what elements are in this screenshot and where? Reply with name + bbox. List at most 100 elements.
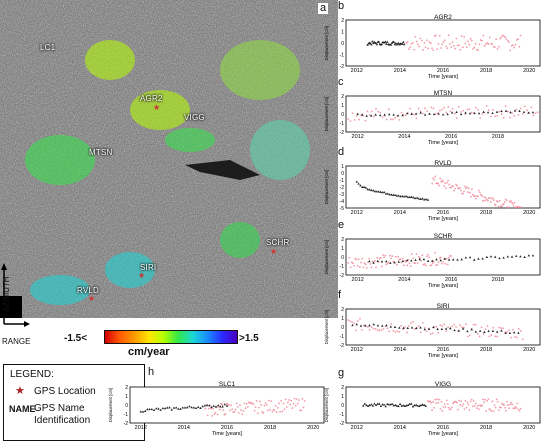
gps-point bbox=[389, 261, 392, 264]
insar-point bbox=[493, 203, 496, 206]
insar-point bbox=[353, 264, 356, 267]
gps-point bbox=[384, 192, 388, 195]
insar-point bbox=[474, 402, 477, 405]
insar-point bbox=[443, 323, 446, 326]
gps-point bbox=[491, 329, 495, 332]
gps-point bbox=[374, 41, 378, 45]
y-axis-label: Displacement [cm] bbox=[324, 310, 329, 344]
insar-point bbox=[492, 410, 495, 412]
gps-point bbox=[486, 111, 490, 114]
gps-point bbox=[199, 406, 202, 409]
gps-point bbox=[371, 404, 375, 407]
insar-point bbox=[236, 406, 239, 408]
gps-point bbox=[360, 113, 364, 116]
insar-point bbox=[442, 260, 444, 263]
insar-point bbox=[433, 406, 436, 409]
insar-point bbox=[504, 406, 506, 409]
insar-point bbox=[355, 258, 358, 261]
x-tick-label: 2018 bbox=[480, 68, 492, 74]
gps-point bbox=[468, 112, 472, 115]
gps-point bbox=[410, 402, 413, 405]
insar-point bbox=[497, 205, 500, 208]
insar-point bbox=[412, 257, 414, 260]
insar-point bbox=[358, 118, 360, 121]
insar-point bbox=[384, 254, 387, 257]
insar-point bbox=[451, 107, 454, 110]
plot-frame bbox=[345, 238, 541, 276]
gps-point bbox=[365, 403, 368, 407]
x-tick-label: 2014 bbox=[394, 425, 406, 431]
insar-point bbox=[437, 401, 440, 404]
gps-point bbox=[141, 410, 145, 413]
insar-point bbox=[470, 195, 472, 198]
gps-point bbox=[148, 407, 151, 411]
insar-point bbox=[436, 48, 439, 51]
insar-point bbox=[478, 43, 481, 46]
x-tick-label: 2014 bbox=[394, 347, 406, 353]
gps-point bbox=[181, 406, 184, 409]
x-tick-label: 2014 bbox=[398, 277, 410, 283]
plot-title: MTSN bbox=[434, 90, 453, 97]
insar-point bbox=[286, 401, 289, 404]
insar-point bbox=[214, 411, 217, 414]
gps-point bbox=[225, 404, 229, 407]
gps-point bbox=[359, 324, 363, 327]
gps-point bbox=[404, 194, 408, 198]
gps-point bbox=[188, 405, 191, 408]
gps-point bbox=[390, 402, 394, 405]
insar-point bbox=[447, 406, 450, 409]
insar-point bbox=[387, 108, 390, 111]
y-tick-label: -1 bbox=[340, 121, 345, 127]
insar-point bbox=[509, 49, 512, 52]
insar-point bbox=[485, 43, 487, 45]
insar-point bbox=[511, 202, 514, 205]
insar-point bbox=[300, 409, 303, 412]
y-tick-label: 0 bbox=[125, 403, 128, 409]
gps-point bbox=[174, 406, 178, 409]
insar-point bbox=[500, 205, 503, 208]
insar-point bbox=[464, 42, 467, 45]
insar-point bbox=[284, 398, 287, 401]
insar-point bbox=[515, 407, 518, 409]
insar-point bbox=[518, 410, 521, 412]
insar-point bbox=[425, 39, 428, 42]
insar-point bbox=[221, 403, 224, 406]
insar-point bbox=[396, 330, 399, 332]
insar-point bbox=[489, 200, 492, 203]
gps-point bbox=[406, 195, 410, 198]
insar-point bbox=[386, 327, 389, 330]
insar-point bbox=[353, 322, 355, 325]
insar-point bbox=[465, 406, 468, 409]
gps-point bbox=[356, 112, 359, 115]
insar-point bbox=[370, 266, 373, 269]
gps-point bbox=[355, 322, 358, 326]
insar-point bbox=[423, 263, 426, 265]
insar-point bbox=[491, 400, 494, 403]
insar-point bbox=[481, 39, 483, 42]
insar-point bbox=[497, 45, 500, 48]
insar-point bbox=[417, 255, 420, 258]
insar-point bbox=[468, 43, 471, 46]
gps-point bbox=[368, 188, 371, 191]
insar-point bbox=[475, 197, 477, 200]
insar-point bbox=[426, 110, 428, 113]
y-tick-label: 0 bbox=[341, 403, 344, 409]
insar-point bbox=[466, 401, 469, 404]
gps-point bbox=[372, 261, 375, 264]
insar-point bbox=[378, 329, 381, 332]
timeseries-plot-rvld: RVLD 10-1-2-3-4-5 Displacement [cm] 2012 201… bbox=[324, 160, 541, 222]
insar-point bbox=[505, 38, 508, 40]
gps-point bbox=[373, 402, 376, 405]
insar-point bbox=[416, 262, 419, 264]
insar-point bbox=[453, 323, 455, 326]
gps-point bbox=[413, 196, 417, 200]
gps-point bbox=[452, 258, 455, 261]
gps-point bbox=[423, 198, 426, 201]
insar-point bbox=[497, 409, 500, 411]
insar-point bbox=[500, 36, 503, 39]
gps-point bbox=[366, 188, 369, 191]
gps-point bbox=[377, 190, 380, 193]
insar-point bbox=[368, 114, 371, 117]
insar-point bbox=[423, 326, 426, 329]
insar-point bbox=[237, 411, 240, 414]
